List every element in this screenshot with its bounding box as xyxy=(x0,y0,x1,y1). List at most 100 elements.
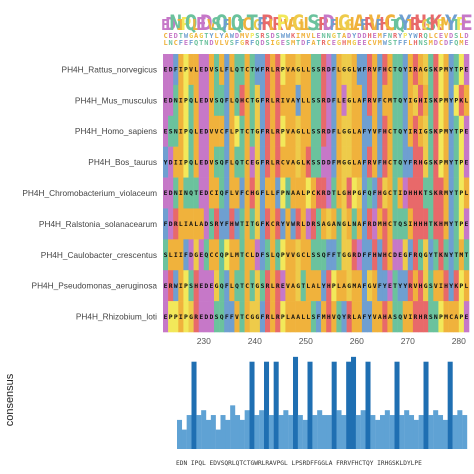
residue-letter: V xyxy=(215,127,219,135)
residue-letter: F xyxy=(276,189,280,197)
residue-letter: L xyxy=(194,97,198,105)
logo-letter: D xyxy=(165,14,176,35)
residue-letter: E xyxy=(164,127,168,135)
residue-letter: L xyxy=(179,220,183,228)
alignment-cell xyxy=(295,146,301,178)
residue-letter: R xyxy=(322,127,326,135)
residue-letter: V xyxy=(286,127,290,135)
residue-letter: C xyxy=(301,251,305,259)
alignment-cell xyxy=(285,239,291,271)
alignment-cell xyxy=(433,146,439,178)
alignment-cell xyxy=(310,115,317,147)
alignment-cell xyxy=(239,301,245,333)
logo-letter: P xyxy=(277,11,290,35)
residue-letter: A xyxy=(419,66,423,74)
alignment-cell xyxy=(412,84,419,117)
alignment-cell xyxy=(453,54,460,86)
logo-letter: M xyxy=(378,39,382,47)
residue-letter: F xyxy=(378,66,382,74)
residue-letter: V xyxy=(286,97,290,105)
residue-letter: L xyxy=(194,220,198,228)
residue-letter: C xyxy=(245,251,249,259)
alignment-cell xyxy=(259,146,266,178)
residue-letter: V xyxy=(373,97,377,105)
alignment-cell xyxy=(372,301,378,333)
sequence-label: PH4H_Mus_musculus xyxy=(75,95,157,105)
logo-letter: V xyxy=(444,32,449,40)
alignment-cell xyxy=(418,84,424,117)
residue-letter: I xyxy=(174,158,178,166)
alignment-cell xyxy=(259,301,266,333)
residue-letter: L xyxy=(301,220,305,228)
residue-letter: W xyxy=(357,66,361,74)
conservation-bar xyxy=(235,415,241,449)
residue-letter: F xyxy=(164,220,168,228)
alignment-cell xyxy=(285,177,291,209)
alignment-cell xyxy=(316,208,322,240)
logo-letter: C xyxy=(242,14,253,35)
residue-letter: P xyxy=(281,127,285,135)
residue-letter: A xyxy=(189,220,193,228)
alignment-cell xyxy=(326,208,332,240)
alignment-cell xyxy=(377,270,383,302)
residue-letter: I xyxy=(398,189,402,197)
residue-letter: M xyxy=(444,66,448,74)
residue-letter: P xyxy=(332,282,336,290)
residue-letter: T xyxy=(240,127,244,135)
sequence-label: PH4H_Homo_sapiens xyxy=(75,126,157,136)
residue-letter: A xyxy=(357,127,361,135)
conservation-bar xyxy=(418,415,424,449)
residue-letter: Q xyxy=(398,220,402,228)
alignment-cell xyxy=(234,301,240,333)
alignment-cell xyxy=(453,146,460,178)
residue-letter: P xyxy=(459,189,463,197)
logo-letter: T xyxy=(179,32,183,40)
alignment-cell xyxy=(193,177,199,209)
logo-letter: E xyxy=(332,39,336,47)
alignment-cell xyxy=(356,239,363,271)
logo-letter: T xyxy=(393,39,397,47)
residue-letter: Y xyxy=(403,282,407,290)
logo-letter: S xyxy=(388,39,392,47)
residue-letter: S xyxy=(215,313,219,321)
logo-letter: Y xyxy=(220,32,225,40)
residue-letter: T xyxy=(332,189,336,197)
residue-letter: A xyxy=(454,313,458,321)
residue-letter: Q xyxy=(398,158,402,166)
alignment-cell xyxy=(259,84,266,117)
conservation-bar xyxy=(355,415,361,449)
residue-letter: I xyxy=(419,127,423,135)
alignment-cell xyxy=(203,208,210,240)
residue-letter: S xyxy=(317,97,321,105)
alignment-cell xyxy=(193,54,199,86)
alignment-cell xyxy=(244,270,250,302)
alignment-cell xyxy=(392,270,398,302)
residue-letter: R xyxy=(414,313,418,321)
alignment-cell xyxy=(239,54,245,86)
residue-letter: L xyxy=(465,189,469,197)
alignment-cell xyxy=(458,84,465,117)
residue-letter: T xyxy=(393,97,397,105)
residue-letter: P xyxy=(174,313,178,321)
alignment-cell xyxy=(321,208,327,240)
residue-letter: A xyxy=(291,158,295,166)
logo-letter: T xyxy=(316,39,320,47)
residue-letter: F xyxy=(378,127,382,135)
residue-letter: D xyxy=(403,189,407,197)
residue-letter: L xyxy=(306,127,310,135)
alignment-cell xyxy=(458,54,465,86)
residue-letter: I xyxy=(408,313,412,321)
conservation-bar xyxy=(302,419,308,449)
residue-letter: R xyxy=(266,282,270,290)
alignment-cell xyxy=(351,54,358,86)
residue-letter: F xyxy=(363,313,367,321)
alignment-cell xyxy=(168,115,174,147)
alignment-cell xyxy=(448,301,454,333)
alignment-cell xyxy=(423,177,429,209)
alignment-cell xyxy=(361,115,368,147)
residue-letter: R xyxy=(322,189,326,197)
residue-letter: I xyxy=(179,282,183,290)
alignment-cell xyxy=(346,239,352,271)
residue-letter: S xyxy=(429,97,433,105)
residue-letter: R xyxy=(266,313,270,321)
